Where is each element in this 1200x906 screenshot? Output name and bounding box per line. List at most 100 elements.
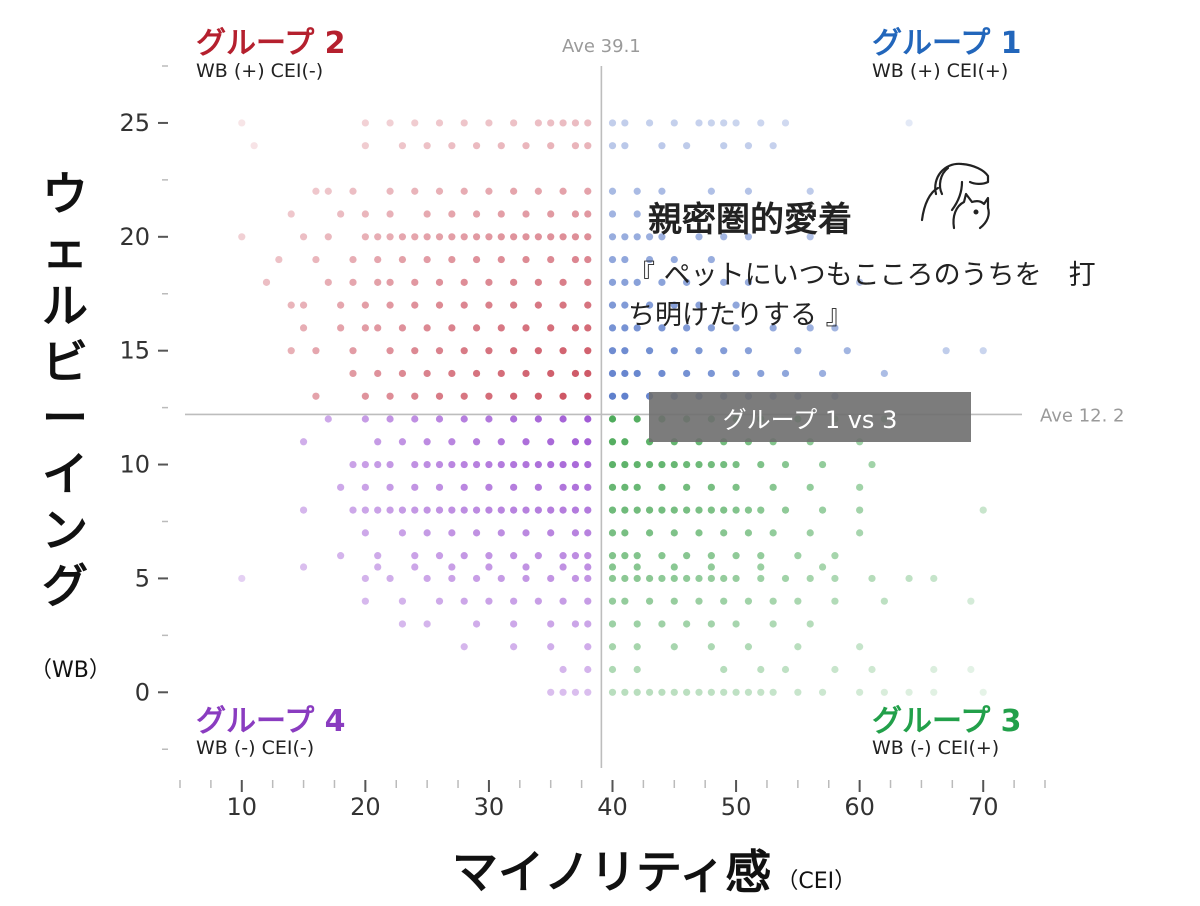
data-point bbox=[584, 233, 592, 241]
data-point bbox=[547, 233, 555, 241]
x-tick-label: 60 bbox=[844, 793, 875, 821]
data-point bbox=[856, 483, 864, 491]
data-point bbox=[584, 563, 592, 571]
data-point bbox=[534, 483, 542, 491]
data-point bbox=[633, 643, 641, 651]
data-point bbox=[621, 255, 629, 264]
data-point bbox=[460, 278, 468, 286]
x-average-label: Ave 39.1 bbox=[562, 36, 641, 57]
data-point bbox=[732, 552, 740, 560]
data-point bbox=[818, 506, 827, 514]
data-point bbox=[510, 233, 518, 241]
data-point bbox=[423, 438, 431, 446]
data-point bbox=[275, 255, 283, 264]
data-point bbox=[880, 688, 888, 696]
data-point bbox=[608, 665, 617, 674]
data-point bbox=[324, 278, 332, 286]
data-point bbox=[349, 369, 357, 378]
data-point bbox=[386, 187, 394, 195]
data-point bbox=[361, 597, 369, 605]
data-point bbox=[744, 187, 753, 195]
data-point bbox=[670, 255, 678, 264]
data-point bbox=[448, 529, 456, 537]
data-point bbox=[757, 688, 765, 696]
data-point bbox=[645, 688, 654, 696]
data-point bbox=[806, 324, 814, 332]
data-point bbox=[831, 324, 839, 332]
data-point bbox=[361, 529, 369, 537]
data-point bbox=[386, 415, 394, 423]
y-axis-label-char: ウ bbox=[42, 167, 88, 221]
data-point bbox=[497, 233, 505, 241]
data-point bbox=[645, 460, 654, 469]
data-point bbox=[670, 529, 678, 537]
data-point bbox=[485, 233, 493, 241]
data-point bbox=[744, 347, 753, 355]
data-point bbox=[472, 620, 481, 628]
data-point bbox=[448, 574, 456, 583]
data-point bbox=[559, 688, 567, 696]
x-axis-label: マイノリティ感 bbox=[452, 845, 772, 899]
data-point bbox=[658, 460, 666, 469]
data-point bbox=[645, 574, 654, 583]
data-point bbox=[633, 483, 641, 491]
data-point bbox=[720, 278, 728, 286]
data-point bbox=[386, 460, 394, 469]
data-point bbox=[497, 529, 505, 537]
data-point bbox=[534, 119, 542, 127]
data-point bbox=[942, 347, 950, 355]
y-axis-label-char: イ bbox=[42, 447, 88, 501]
y-tick-label: 0 bbox=[135, 678, 150, 706]
data-point bbox=[806, 483, 814, 491]
data-point bbox=[744, 597, 753, 605]
data-point bbox=[559, 563, 567, 571]
data-point bbox=[621, 460, 629, 469]
data-point bbox=[547, 255, 555, 264]
data-point bbox=[386, 392, 394, 400]
data-point bbox=[460, 347, 468, 355]
data-point bbox=[299, 563, 308, 571]
data-point bbox=[757, 552, 765, 560]
data-point bbox=[559, 597, 567, 605]
data-point bbox=[930, 688, 938, 696]
data-point bbox=[645, 597, 654, 605]
data-point bbox=[374, 324, 382, 332]
data-point bbox=[423, 233, 431, 241]
data-point bbox=[361, 415, 369, 423]
x-axis-label-wrap: マイノリティ感 （CEI） bbox=[452, 836, 856, 902]
data-point bbox=[608, 643, 617, 651]
data-point bbox=[435, 392, 444, 400]
data-point bbox=[868, 574, 876, 583]
data-point bbox=[411, 392, 419, 400]
data-point bbox=[794, 347, 802, 355]
data-point bbox=[448, 210, 456, 218]
y-axis-label-char: ン bbox=[42, 503, 88, 557]
data-point bbox=[720, 233, 728, 241]
data-point bbox=[571, 552, 580, 560]
x-tick-label: 40 bbox=[597, 793, 628, 821]
data-point bbox=[374, 278, 382, 286]
data-point bbox=[584, 438, 592, 446]
data-point bbox=[299, 233, 308, 241]
data-point bbox=[695, 460, 703, 469]
data-point bbox=[621, 438, 629, 446]
data-point bbox=[349, 255, 357, 264]
data-point bbox=[361, 483, 369, 491]
data-point bbox=[695, 119, 703, 127]
data-point bbox=[695, 529, 703, 537]
data-point bbox=[794, 597, 802, 605]
data-point bbox=[448, 369, 456, 378]
data-point bbox=[670, 301, 678, 309]
data-point bbox=[781, 574, 790, 583]
y-axis-unit: （WB） bbox=[30, 658, 111, 683]
data-point bbox=[423, 620, 431, 628]
data-point bbox=[905, 688, 913, 696]
data-point bbox=[584, 369, 592, 378]
y-tick-label: 10 bbox=[119, 451, 150, 479]
data-point bbox=[584, 347, 592, 355]
data-point bbox=[621, 597, 629, 605]
data-point bbox=[633, 233, 641, 241]
data-point bbox=[645, 301, 654, 309]
data-point bbox=[670, 597, 678, 605]
data-point bbox=[584, 552, 592, 560]
